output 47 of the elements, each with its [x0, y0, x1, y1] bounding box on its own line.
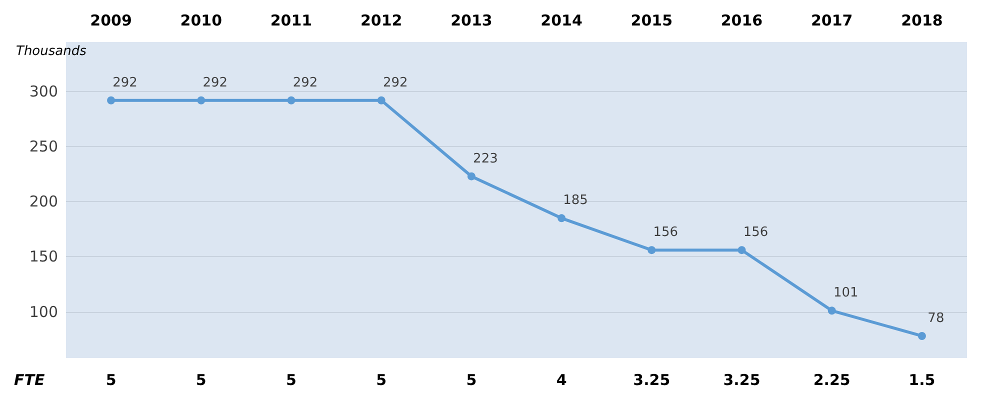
x-tick-label: 2014 — [540, 12, 582, 30]
x-tick-label: 2011 — [270, 12, 312, 30]
x-tick-label: 2013 — [450, 12, 492, 30]
text: 5 — [376, 371, 387, 389]
x-tick-label: 2017 — [810, 12, 853, 30]
point — [738, 246, 746, 254]
y-tick-label: 100 — [29, 302, 58, 321]
data-label: 185 — [563, 193, 588, 208]
x-tick-label: 2015 — [630, 12, 673, 30]
y-tick-label: 300 — [29, 82, 58, 101]
text: 3.25 — [723, 371, 760, 389]
text: 5 — [466, 371, 477, 389]
text: 2.25 — [813, 371, 850, 389]
text: 5 — [286, 371, 296, 389]
text: 5 — [106, 371, 116, 389]
point — [918, 332, 926, 340]
y-tick-label: 200 — [29, 192, 58, 211]
data-label: 156 — [743, 225, 768, 240]
point — [648, 246, 656, 254]
data-label: 101 — [833, 286, 858, 301]
text: 3.25 — [633, 371, 670, 389]
data-label: 292 — [292, 75, 318, 90]
x-tick-label: 2016 — [720, 12, 763, 30]
point — [377, 96, 386, 104]
data-label: 156 — [653, 225, 678, 240]
point — [558, 214, 566, 222]
text: 4 — [556, 371, 567, 389]
x-tick-label: 2018 — [901, 12, 943, 30]
x-tick-label: 2010 — [180, 12, 222, 30]
data-label: 292 — [202, 75, 228, 90]
y-axis-title: Thousands — [16, 44, 87, 59]
point — [828, 306, 836, 315]
y-tick-label: 150 — [29, 248, 58, 266]
data-label: 78 — [928, 310, 944, 326]
point — [197, 96, 206, 104]
x-tick-label: 2009 — [90, 12, 132, 30]
y-tick-label: 250 — [29, 138, 58, 156]
data-label: 223 — [473, 151, 498, 166]
data-label: 292 — [112, 75, 138, 90]
data-label: 292 — [382, 75, 408, 90]
text: 5 — [196, 371, 206, 389]
x-tick-label: 2012 — [360, 12, 402, 30]
text: FTE — [14, 371, 46, 389]
point — [107, 96, 116, 104]
point — [467, 172, 476, 180]
point — [287, 96, 296, 104]
text: 1.5 — [908, 371, 936, 389]
